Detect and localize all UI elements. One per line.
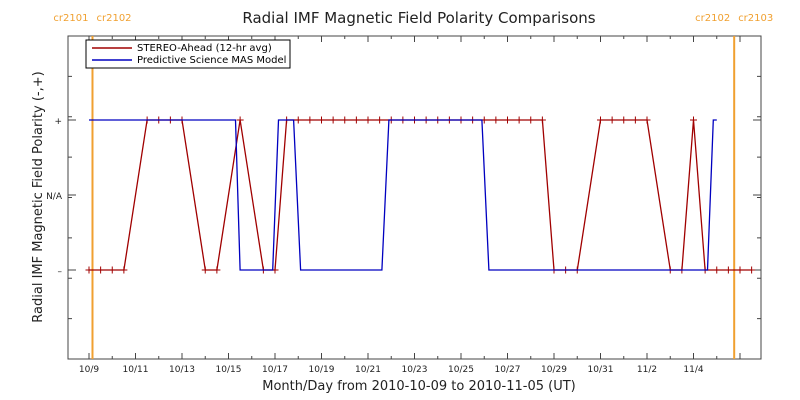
x-tick-label: 10/25 — [448, 365, 474, 375]
legend: STEREO-Ahead (12-hr avg) Predictive Scie… — [85, 39, 291, 69]
y-tick-label: – — [58, 267, 63, 277]
data-point — [364, 116, 372, 124]
x-axis-label: Month/Day from 2010-10-09 to 2010-11-05 … — [262, 379, 575, 394]
x-tick-label: 10/29 — [541, 365, 567, 375]
data-point — [318, 116, 325, 124]
data-point — [643, 116, 651, 124]
carrington-label-left: cr2101 — [53, 13, 88, 24]
data-point — [236, 116, 244, 124]
legend-label-mas: Predictive Science MAS Model — [137, 55, 286, 66]
x-tick-label: 11/2 — [637, 365, 657, 375]
x-tick-label: 10/9 — [79, 365, 99, 375]
data-point — [748, 266, 756, 274]
data-point — [724, 266, 732, 274]
data-point — [690, 116, 697, 124]
x-tick-label: 11/4 — [683, 365, 703, 375]
legend-label-stereo: STEREO-Ahead (12-hr avg) — [137, 43, 272, 54]
y-axis-label: Radial IMF Magnetic Field Polarity (-,+) — [31, 71, 46, 322]
x-tick-label: 10/17 — [262, 365, 288, 375]
x-tick-labels: 10/9 10/11 10/13 10/15 10/17 10/19 10/21 10/23 1… — [79, 365, 704, 375]
carrington-label-left: cr2102 — [695, 13, 730, 24]
data-point — [631, 116, 639, 124]
x-tick-label: 10/19 — [309, 365, 335, 375]
data-point — [201, 266, 209, 274]
data-point — [527, 116, 535, 124]
data-point — [294, 116, 302, 124]
data-point — [341, 116, 349, 124]
data-point — [97, 266, 105, 274]
carrington-markers: cr2101 cr2102 cr2102 cr2103 — [53, 13, 773, 359]
carrington-label-right: cr2103 — [738, 13, 773, 24]
x-tick-label: 10/11 — [123, 365, 149, 375]
plot-frame — [67, 35, 762, 360]
data-point — [352, 116, 360, 124]
x-tick-label: 10/31 — [588, 365, 614, 375]
x-tick-label: 10/15 — [216, 365, 242, 375]
y-tick-label: + — [54, 117, 62, 127]
data-point — [492, 116, 500, 124]
carrington-label-right: cr2102 — [96, 13, 131, 24]
data-point — [538, 116, 546, 124]
data-point — [108, 266, 116, 274]
data-point — [120, 266, 128, 274]
y-tick-label: N/A — [46, 192, 63, 202]
data-point — [329, 116, 337, 124]
x-tick-label: 10/27 — [495, 365, 521, 375]
x-tick-label: 10/13 — [169, 365, 195, 375]
y-tick-labels: + N/A – — [46, 117, 63, 277]
data-point — [713, 266, 721, 274]
data-point — [306, 116, 314, 124]
data-point — [620, 116, 628, 124]
axis-ticks — [68, 35, 761, 360]
data-point — [597, 116, 604, 124]
chart-title: Radial IMF Magnetic Field Polarity Compa… — [242, 9, 595, 27]
legend-box — [85, 39, 291, 69]
x-tick-label: 10/21 — [355, 365, 381, 375]
x-tick-label: 10/23 — [402, 365, 428, 375]
data-point — [736, 266, 744, 274]
data-point — [376, 116, 384, 124]
series-layer — [85, 116, 756, 274]
series-line-1 — [89, 119, 717, 271]
data-point — [213, 266, 221, 274]
data-point — [608, 116, 616, 124]
data-point — [515, 116, 523, 124]
data-point — [85, 266, 93, 274]
series-line-0 — [89, 119, 752, 271]
data-point — [504, 116, 511, 124]
